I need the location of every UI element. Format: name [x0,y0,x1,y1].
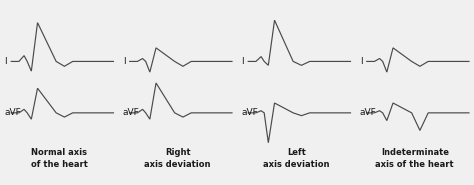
Text: aVF: aVF [123,108,140,117]
Text: I: I [241,57,244,66]
Text: aVF: aVF [4,108,21,117]
Text: Left
axis deviation: Left axis deviation [263,148,329,169]
Text: Right
axis deviation: Right axis deviation [145,148,211,169]
Text: I: I [123,57,126,66]
Text: Indeterminate
axis of the heart: Indeterminate axis of the heart [375,148,454,169]
Text: Normal axis
of the heart: Normal axis of the heart [31,148,88,169]
Text: aVF: aVF [360,108,377,117]
Text: I: I [360,57,363,66]
Text: aVF: aVF [241,108,258,117]
Text: I: I [4,57,7,66]
